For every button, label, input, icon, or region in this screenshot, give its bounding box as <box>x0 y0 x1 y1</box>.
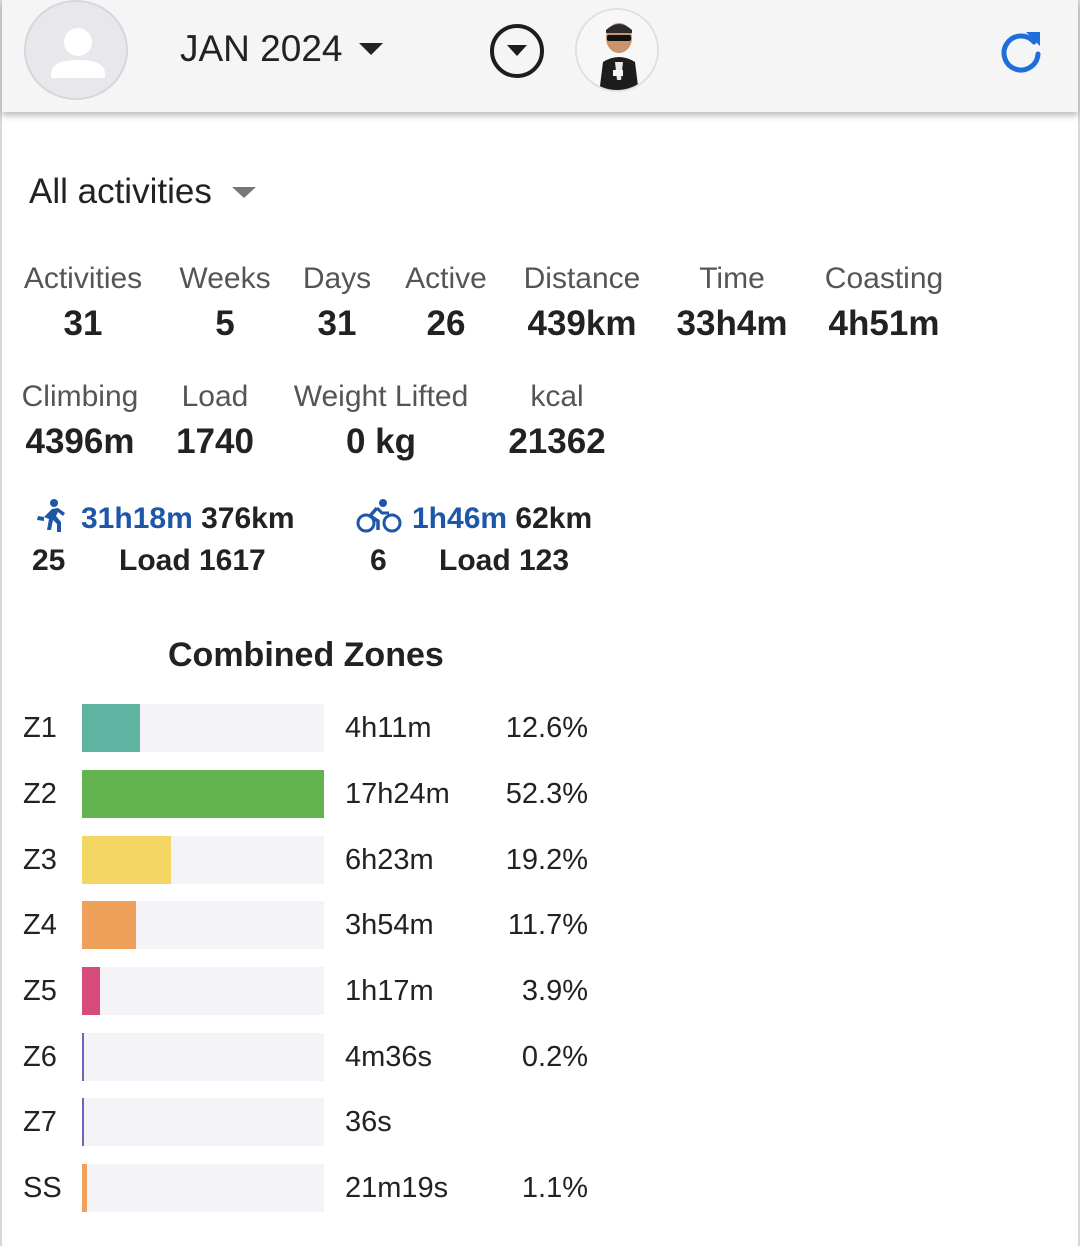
zone-percent: 52.3% <box>505 778 588 810</box>
activity-filter-label: All activities <box>29 172 212 211</box>
zone-time: 4m36s <box>345 1041 433 1073</box>
ride-load: Load 123 <box>439 544 570 577</box>
zone-time: 17h24m <box>345 778 450 810</box>
zone-row: SS 21m19s 1.1% <box>2 1164 702 1212</box>
stat-weight-lifted: Weight Lifted 0 kg <box>293 380 469 461</box>
stat-time: Time 33h4m <box>676 262 788 343</box>
zone-row: Z6 4m36s 0.2% <box>2 1033 702 1081</box>
zone-bar-track <box>82 704 324 752</box>
zone-label: Z5 <box>23 975 57 1007</box>
zone-row: Z2 17h24m 52.3% <box>2 770 702 818</box>
zone-percent: 19.2% <box>505 844 588 876</box>
month-label: JAN 2024 <box>180 28 343 69</box>
stat-climbing: Climbing 4396m <box>21 380 139 461</box>
zone-row: Z4 3h54m 11.7% <box>2 901 702 949</box>
caret-down-icon <box>358 43 383 55</box>
zone-percent: 3.9% <box>521 975 588 1007</box>
zone-row: Z1 4h11m 12.6% <box>2 704 702 752</box>
stat-kcal: kcal 21362 <box>508 380 606 461</box>
stat-days: Days 31 <box>302 262 372 343</box>
stat-weeks: Weeks 5 <box>179 262 271 343</box>
zone-bar-track <box>82 967 324 1015</box>
zone-label: Z2 <box>23 778 57 810</box>
refresh-icon[interactable] <box>998 28 1044 79</box>
zone-bar-track <box>82 1098 324 1146</box>
stat-load: Load 1740 <box>176 380 254 461</box>
zone-bar-track <box>82 770 324 818</box>
zone-bar-track <box>82 1033 324 1081</box>
profile-photo[interactable] <box>575 8 659 92</box>
zone-bar-track <box>82 901 324 949</box>
zone-percent: 12.6% <box>505 712 588 744</box>
zone-row: Z7 36s <box>2 1098 702 1146</box>
circle-chevron-down-icon[interactable] <box>490 24 544 78</box>
stat-active: Active 26 <box>405 262 487 343</box>
zone-label: Z6 <box>23 1041 57 1073</box>
zone-time: 21m19s <box>345 1172 449 1204</box>
zone-time: 1h17m <box>345 975 434 1007</box>
zone-label: SS <box>23 1172 62 1204</box>
ride-time: 1h46m <box>412 502 508 535</box>
zone-percent: 1.1% <box>521 1172 588 1204</box>
month-selector[interactable]: JAN 2024 <box>180 28 383 70</box>
zone-bar-fill <box>82 770 324 818</box>
zone-bar-fill <box>82 1033 84 1081</box>
caret-down-icon <box>231 186 256 198</box>
zone-time: 36s <box>345 1106 392 1138</box>
zone-row: Z3 6h23m 19.2% <box>2 836 702 884</box>
ride-count: 6 <box>370 544 387 577</box>
person-icon[interactable] <box>24 0 128 100</box>
run-load: Load 1617 <box>119 544 266 577</box>
stat-coasting: Coasting 4h51m <box>824 262 944 343</box>
activity-filter-dropdown[interactable]: All activities <box>29 172 256 212</box>
zone-percent: 11.7% <box>507 909 588 941</box>
zone-bar-track <box>82 836 324 884</box>
zone-label: Z4 <box>23 909 57 941</box>
zone-percent: 0.2% <box>521 1041 588 1073</box>
run-distance: 376km <box>201 502 295 535</box>
zones-title: Combined Zones <box>168 636 444 674</box>
run-count: 25 <box>32 544 66 577</box>
ride-distance: 62km <box>515 502 593 535</box>
zone-time: 6h23m <box>345 844 434 876</box>
zone-bar-fill <box>82 901 136 949</box>
zone-bar-fill <box>82 704 140 752</box>
zone-time: 4h11m <box>345 712 432 744</box>
zone-label: Z3 <box>23 844 57 876</box>
zone-time: 3h54m <box>345 909 434 941</box>
zone-bar-fill <box>82 967 100 1015</box>
cycling-icon <box>356 498 402 539</box>
zone-label: Z7 <box>23 1106 57 1138</box>
stat-distance: Distance 439km <box>523 262 641 343</box>
zone-bar-fill <box>82 836 171 884</box>
zone-label: Z1 <box>23 712 57 744</box>
running-icon <box>32 498 66 541</box>
zone-bar-fill <box>82 1164 87 1212</box>
run-time: 31h18m <box>81 502 193 535</box>
top-bar: JAN 2024 <box>2 0 1078 112</box>
zone-row: Z5 1h17m 3.9% <box>2 967 702 1015</box>
zone-bar-fill <box>82 1098 84 1146</box>
stat-activities: Activities 31 <box>23 262 143 343</box>
zone-bar-track <box>82 1164 324 1212</box>
